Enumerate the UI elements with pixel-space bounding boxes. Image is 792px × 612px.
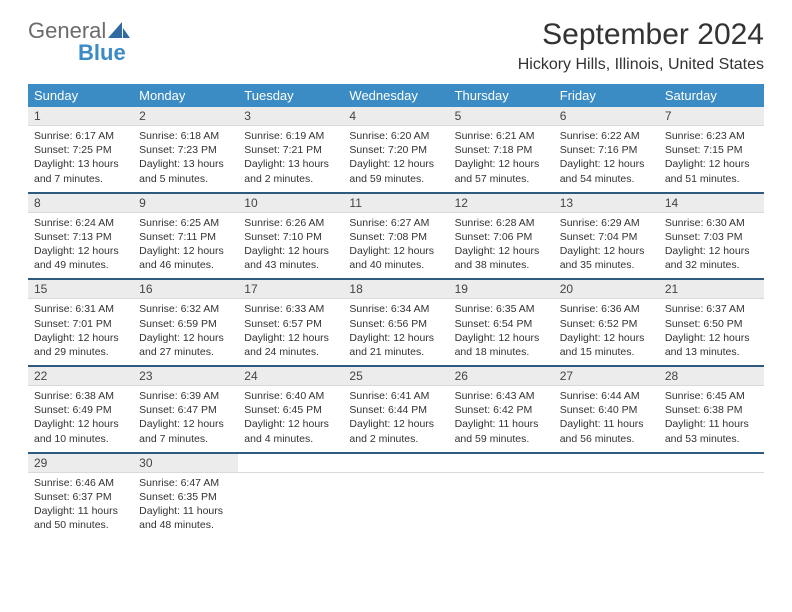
day-info-cell: Sunrise: 6:17 AMSunset: 7:25 PMDaylight:… — [28, 126, 133, 193]
day-number-cell: 4 — [343, 107, 448, 126]
day-number-cell: 17 — [238, 280, 343, 299]
day-info-cell: Sunrise: 6:32 AMSunset: 6:59 PMDaylight:… — [133, 299, 238, 366]
day-info-cell — [238, 472, 343, 538]
day-number-cell: 12 — [449, 194, 554, 213]
day-number-cell: 14 — [659, 194, 764, 213]
day-info-cell: Sunrise: 6:20 AMSunset: 7:20 PMDaylight:… — [343, 126, 448, 193]
day-info-cell: Sunrise: 6:33 AMSunset: 6:57 PMDaylight:… — [238, 299, 343, 366]
day-number-cell: 28 — [659, 367, 764, 386]
day-info-cell: Sunrise: 6:45 AMSunset: 6:38 PMDaylight:… — [659, 386, 764, 453]
day-info-cell: Sunrise: 6:37 AMSunset: 6:50 PMDaylight:… — [659, 299, 764, 366]
day-number-cell — [449, 454, 554, 473]
day-info-cell: Sunrise: 6:36 AMSunset: 6:52 PMDaylight:… — [554, 299, 659, 366]
day-info-cell: Sunrise: 6:27 AMSunset: 7:08 PMDaylight:… — [343, 212, 448, 279]
day-info-cell: Sunrise: 6:41 AMSunset: 6:44 PMDaylight:… — [343, 386, 448, 453]
day-info-cell: Sunrise: 6:39 AMSunset: 6:47 PMDaylight:… — [133, 386, 238, 453]
day-info-cell — [449, 472, 554, 538]
logo-text-2: Blue — [78, 40, 126, 66]
day-info-cell — [343, 472, 448, 538]
day-info-cell: Sunrise: 6:25 AMSunset: 7:11 PMDaylight:… — [133, 212, 238, 279]
day-number-cell: 15 — [28, 280, 133, 299]
day-number-cell — [343, 454, 448, 473]
day-info-cell: Sunrise: 6:47 AMSunset: 6:35 PMDaylight:… — [133, 472, 238, 538]
day-header: Wednesday — [343, 84, 448, 107]
day-info-cell: Sunrise: 6:40 AMSunset: 6:45 PMDaylight:… — [238, 386, 343, 453]
day-number-cell: 8 — [28, 194, 133, 213]
day-number-cell: 18 — [343, 280, 448, 299]
day-info-cell: Sunrise: 6:44 AMSunset: 6:40 PMDaylight:… — [554, 386, 659, 453]
day-info-cell: Sunrise: 6:28 AMSunset: 7:06 PMDaylight:… — [449, 212, 554, 279]
day-number-cell — [238, 454, 343, 473]
day-number-cell: 7 — [659, 107, 764, 126]
day-number-cell: 30 — [133, 454, 238, 473]
day-number-cell: 21 — [659, 280, 764, 299]
day-info-cell: Sunrise: 6:30 AMSunset: 7:03 PMDaylight:… — [659, 212, 764, 279]
day-number-cell: 27 — [554, 367, 659, 386]
day-header: Monday — [133, 84, 238, 107]
day-header: Friday — [554, 84, 659, 107]
day-header: Sunday — [28, 84, 133, 107]
day-number-cell: 13 — [554, 194, 659, 213]
day-info-cell: Sunrise: 6:38 AMSunset: 6:49 PMDaylight:… — [28, 386, 133, 453]
day-info-cell: Sunrise: 6:23 AMSunset: 7:15 PMDaylight:… — [659, 126, 764, 193]
day-number-cell: 20 — [554, 280, 659, 299]
day-header: Tuesday — [238, 84, 343, 107]
month-title: September 2024 — [518, 18, 764, 52]
day-number-cell: 2 — [133, 107, 238, 126]
day-number-cell: 11 — [343, 194, 448, 213]
day-number-cell: 3 — [238, 107, 343, 126]
day-number-cell: 26 — [449, 367, 554, 386]
day-number-cell: 19 — [449, 280, 554, 299]
day-number-cell: 25 — [343, 367, 448, 386]
day-number-cell: 29 — [28, 454, 133, 473]
day-number-cell: 5 — [449, 107, 554, 126]
location: Hickory Hills, Illinois, United States — [518, 56, 764, 74]
day-number-cell — [659, 454, 764, 473]
day-number-cell: 22 — [28, 367, 133, 386]
day-info-cell: Sunrise: 6:24 AMSunset: 7:13 PMDaylight:… — [28, 212, 133, 279]
day-info-cell: Sunrise: 6:18 AMSunset: 7:23 PMDaylight:… — [133, 126, 238, 193]
day-info-cell: Sunrise: 6:46 AMSunset: 6:37 PMDaylight:… — [28, 472, 133, 538]
day-number-cell — [554, 454, 659, 473]
day-info-cell: Sunrise: 6:29 AMSunset: 7:04 PMDaylight:… — [554, 212, 659, 279]
day-number-cell: 9 — [133, 194, 238, 213]
day-number-cell: 10 — [238, 194, 343, 213]
day-info-cell — [554, 472, 659, 538]
day-info-cell: Sunrise: 6:43 AMSunset: 6:42 PMDaylight:… — [449, 386, 554, 453]
day-number-cell: 24 — [238, 367, 343, 386]
day-info-cell — [659, 472, 764, 538]
day-number-cell: 6 — [554, 107, 659, 126]
day-info-cell: Sunrise: 6:21 AMSunset: 7:18 PMDaylight:… — [449, 126, 554, 193]
logo: General Blue — [28, 18, 130, 44]
day-number-cell: 23 — [133, 367, 238, 386]
day-number-cell: 1 — [28, 107, 133, 126]
day-number-cell: 16 — [133, 280, 238, 299]
day-info-cell: Sunrise: 6:34 AMSunset: 6:56 PMDaylight:… — [343, 299, 448, 366]
day-info-cell: Sunrise: 6:35 AMSunset: 6:54 PMDaylight:… — [449, 299, 554, 366]
day-info-cell: Sunrise: 6:31 AMSunset: 7:01 PMDaylight:… — [28, 299, 133, 366]
day-header: Saturday — [659, 84, 764, 107]
day-info-cell: Sunrise: 6:26 AMSunset: 7:10 PMDaylight:… — [238, 212, 343, 279]
day-info-cell: Sunrise: 6:19 AMSunset: 7:21 PMDaylight:… — [238, 126, 343, 193]
day-info-cell: Sunrise: 6:22 AMSunset: 7:16 PMDaylight:… — [554, 126, 659, 193]
logo-sail-icon — [108, 22, 130, 40]
calendar-table: SundayMondayTuesdayWednesdayThursdayFrid… — [28, 84, 764, 538]
day-header: Thursday — [449, 84, 554, 107]
